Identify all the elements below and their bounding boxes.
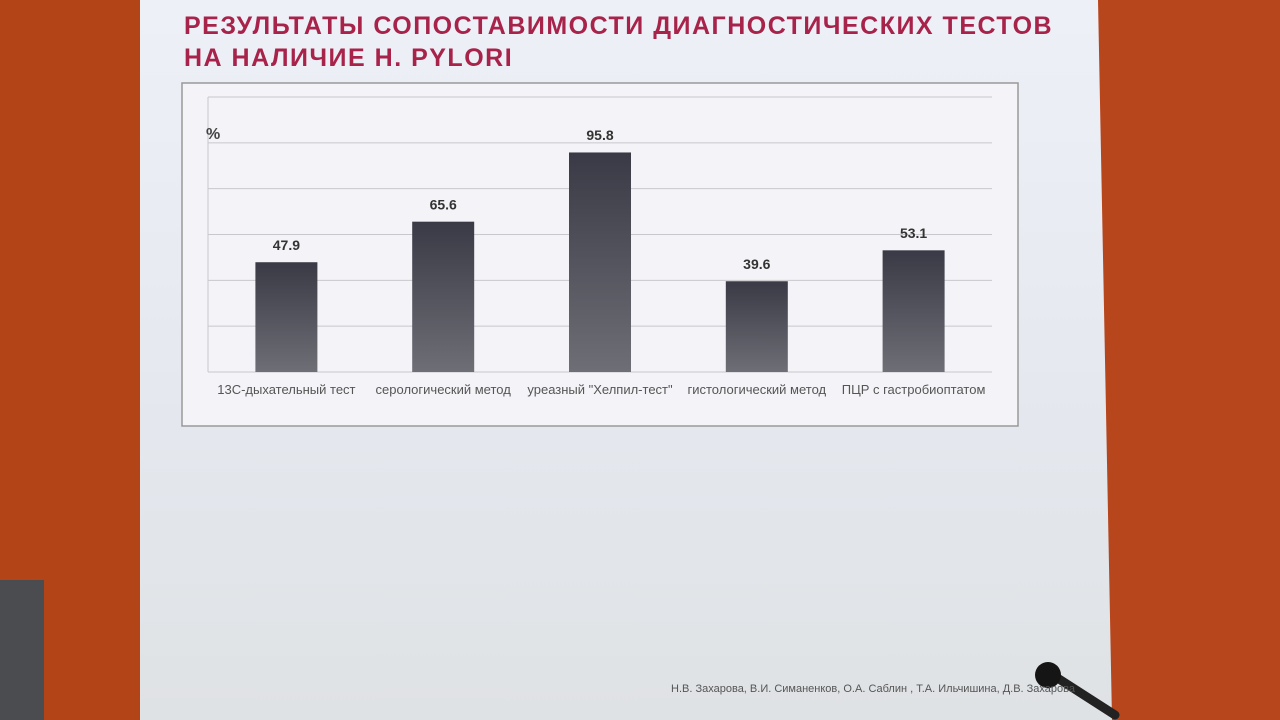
plot: 47.9 65.6 95.8 39.6 53.1 [207, 96, 992, 373]
bar [725, 281, 788, 372]
x-tick-label: уреазный "Хелпил-тест" [527, 382, 673, 397]
value-label: 95.8 [586, 127, 613, 143]
bar [882, 250, 945, 372]
bar [255, 262, 318, 372]
x-tick-label: гистологический метод [687, 382, 827, 397]
value-label: 65.6 [430, 196, 457, 212]
value-label: 39.6 [743, 256, 770, 272]
authors: Н.В. Захарова, В.И. Симаненков, О.А. Саб… [671, 683, 1075, 695]
value-label: 47.9 [273, 237, 300, 253]
x-tick-label: ПЦР с гастробиоптатом [841, 382, 986, 397]
slide-title: РЕЗУЛЬТАТЫ СОПОСТАВИМОСТИ ДИАГНОСТИЧЕСКИ… [184, 12, 1054, 72]
x-tick-label: серологический метод [375, 382, 511, 397]
bar [569, 152, 631, 372]
value-label: 53.1 [900, 225, 927, 241]
bar [412, 221, 475, 372]
monitor [0, 580, 44, 720]
microphone-head [1035, 662, 1061, 688]
y-axis-label: % [206, 126, 221, 143]
x-tick-label: 13С-дыхательный тест [217, 382, 356, 397]
